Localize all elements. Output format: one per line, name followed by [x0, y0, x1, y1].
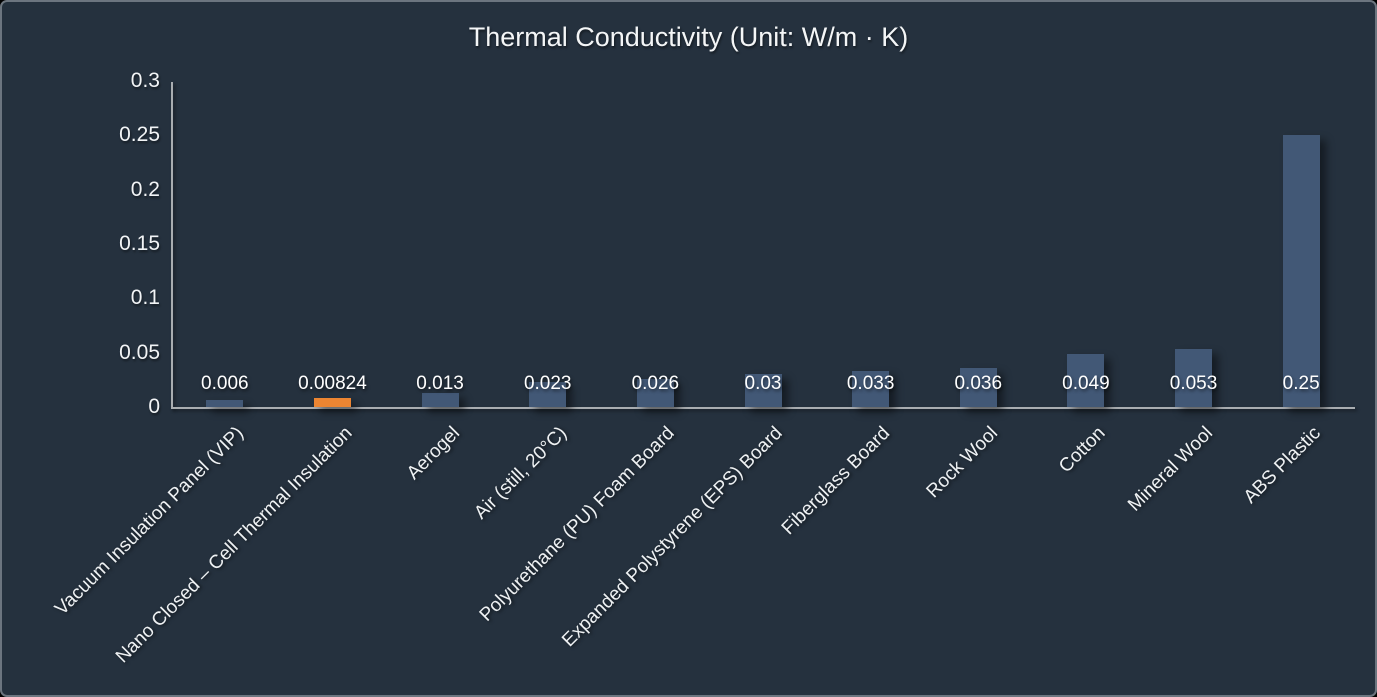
x-category-label: Nano Closed – Cell Thermal Insulation	[111, 422, 357, 668]
chart-title: Thermal Conductivity (Unit: W/m · K)	[468, 22, 909, 52]
bar-value-label: 0.049	[1062, 373, 1110, 394]
y-tick-label: 0.3	[130, 69, 160, 92]
y-tick-label: 0	[148, 395, 160, 418]
bar	[1282, 135, 1320, 407]
x-category-label: Fiberglass Board	[777, 422, 895, 540]
bar-value-label: 0.03	[744, 373, 782, 394]
x-axis-line	[171, 407, 1355, 409]
bar	[744, 374, 782, 407]
bar	[959, 367, 997, 407]
x-category-label: Air (still, 20°C)	[470, 422, 572, 524]
bar-value-label: 0.006	[201, 373, 249, 394]
x-category-label: Vacuum Insulation Panel (VIP)	[51, 422, 249, 620]
bar-value-label: 0.026	[631, 373, 680, 394]
bar-value-label: 0.25	[1282, 373, 1320, 394]
x-category-label: Aerogel	[402, 422, 464, 484]
y-tick-label: 0.1	[130, 286, 160, 310]
bar	[1067, 353, 1105, 407]
bar-value-label: 0.053	[1169, 373, 1218, 394]
x-category-label: ABS Plastic	[1239, 422, 1325, 508]
y-tick-label: 0.15	[119, 232, 160, 255]
x-category-label: Polyurethane (PU) Foam Board	[475, 422, 679, 626]
bar-value-label: 0.013	[416, 373, 464, 394]
x-category-label: Rock Wool	[922, 422, 1002, 503]
bar	[206, 400, 244, 407]
bar	[529, 382, 567, 407]
bar	[852, 371, 890, 407]
bar-value-label: 0.00824	[298, 373, 367, 394]
y-tick-label: 0.05	[119, 340, 160, 364]
y-tick-label: 0.2	[130, 177, 160, 201]
x-category-label: Mineral Wool	[1124, 422, 1218, 516]
bar	[636, 378, 674, 407]
bar	[1175, 349, 1213, 407]
bar-value-label: 0.023	[523, 373, 572, 394]
x-category-label: Cotton	[1055, 422, 1110, 478]
bar-value-label: 0.036	[954, 373, 1003, 394]
bar-value-label: 0.033	[846, 373, 895, 394]
y-tick-label: 0.25	[119, 123, 160, 147]
bar	[313, 398, 351, 407]
x-category-label: Expanded Polystyrene (EPS) Board	[558, 422, 787, 652]
y-axis-line	[171, 82, 173, 409]
bar	[421, 392, 459, 407]
